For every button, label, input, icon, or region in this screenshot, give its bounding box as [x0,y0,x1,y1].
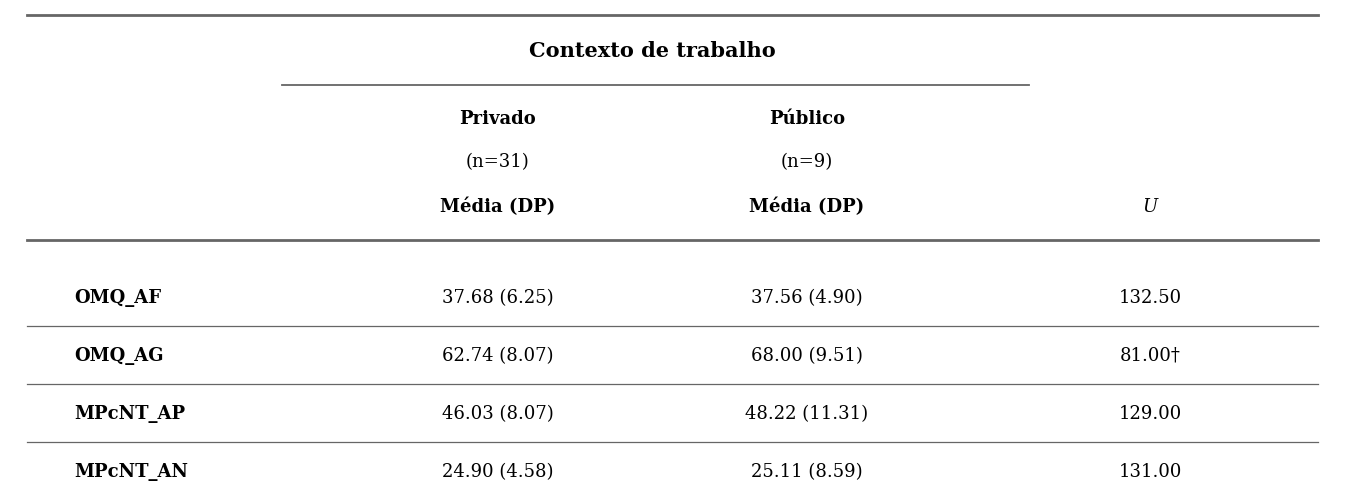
Text: U: U [1142,198,1158,216]
Text: (n=9): (n=9) [781,153,833,171]
Text: OMQ_AG: OMQ_AG [74,347,164,365]
Text: Público: Público [769,109,845,128]
Text: 68.00 (9.51): 68.00 (9.51) [751,347,863,365]
Text: Contexto de trabalho: Contexto de trabalho [529,41,776,61]
Text: Média (DP): Média (DP) [440,198,555,216]
Text: 24.90 (4.58): 24.90 (4.58) [443,463,553,481]
Text: MPcNT_AN: MPcNT_AN [74,463,188,481]
Text: 132.50: 132.50 [1119,288,1181,307]
Text: 62.74 (8.07): 62.74 (8.07) [443,347,553,365]
Text: 37.56 (4.90): 37.56 (4.90) [752,288,862,307]
Text: Privado: Privado [459,109,537,128]
Text: 81.00†: 81.00† [1119,347,1181,365]
Text: MPcNT_AP: MPcNT_AP [74,405,186,423]
Text: 25.11 (8.59): 25.11 (8.59) [752,463,862,481]
Text: 37.68 (6.25): 37.68 (6.25) [443,288,553,307]
Text: 46.03 (8.07): 46.03 (8.07) [441,405,554,423]
Text: Média (DP): Média (DP) [749,198,865,216]
Text: OMQ_AF: OMQ_AF [74,288,161,307]
Text: 129.00: 129.00 [1118,405,1182,423]
Text: 131.00: 131.00 [1118,463,1182,481]
Text: 48.22 (11.31): 48.22 (11.31) [745,405,869,423]
Text: (n=31): (n=31) [465,153,530,171]
